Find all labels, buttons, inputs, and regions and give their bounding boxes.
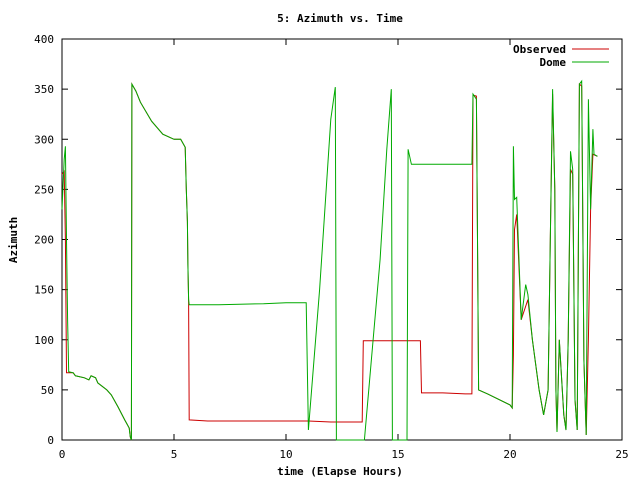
x-tick-label: 25 bbox=[615, 448, 628, 461]
y-tick-label: 200 bbox=[34, 234, 54, 247]
y-tick-label: 50 bbox=[41, 384, 54, 397]
y-tick-label: 250 bbox=[34, 183, 54, 196]
legend-label: Observed bbox=[513, 43, 566, 56]
x-tick-label: 10 bbox=[279, 448, 292, 461]
y-tick-label: 150 bbox=[34, 284, 54, 297]
y-tick-label: 100 bbox=[34, 334, 54, 347]
y-tick-label: 400 bbox=[34, 33, 54, 46]
legend-label: Dome bbox=[540, 56, 567, 69]
y-tick-label: 300 bbox=[34, 133, 54, 146]
x-axis-label: time (Elapse Hours) bbox=[277, 465, 403, 478]
x-tick-label: 5 bbox=[171, 448, 178, 461]
x-tick-label: 20 bbox=[503, 448, 516, 461]
y-axis-label: Azimuth bbox=[7, 217, 20, 263]
y-tick-label: 350 bbox=[34, 83, 54, 96]
y-tick-label: 0 bbox=[47, 434, 54, 447]
x-tick-label: 0 bbox=[59, 448, 66, 461]
x-tick-label: 15 bbox=[391, 448, 404, 461]
chart-title: 5: Azimuth vs. Time bbox=[277, 12, 403, 25]
series-line-dome bbox=[61, 79, 598, 441]
data-series bbox=[61, 79, 598, 441]
